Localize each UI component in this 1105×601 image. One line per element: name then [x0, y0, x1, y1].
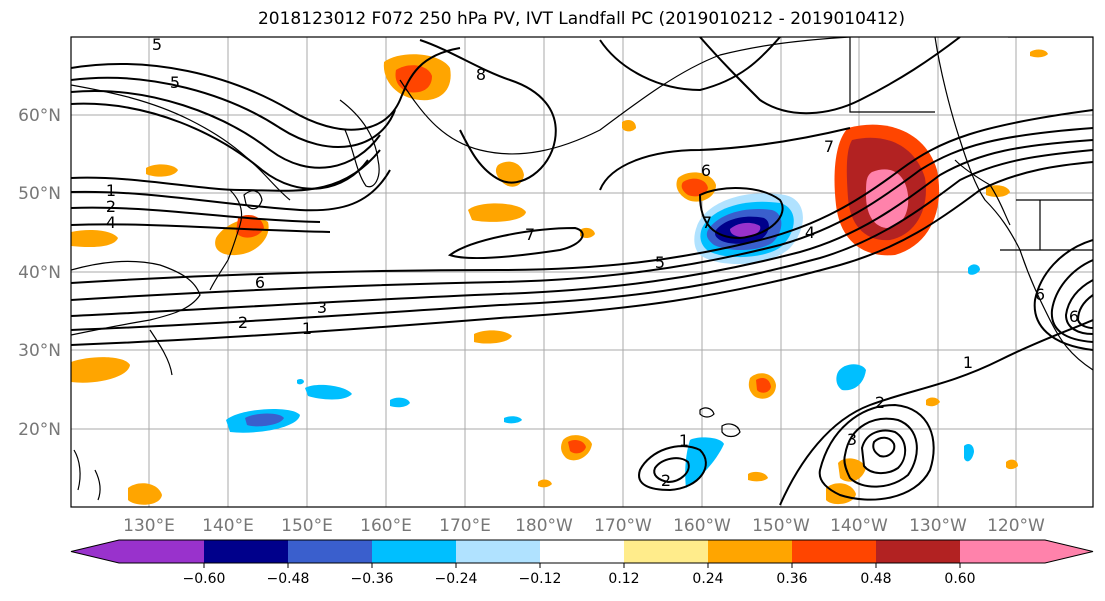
- contour-label: 6: [1035, 285, 1045, 304]
- contour-label: 1: [302, 319, 312, 338]
- contour-label: 6: [701, 161, 711, 180]
- lon-label: 180°W: [515, 516, 573, 536]
- lat-label: 30°N: [18, 341, 61, 361]
- colorbar-extend-low: [71, 540, 119, 563]
- lat-label: 40°N: [18, 263, 61, 283]
- map-border: [70, 36, 1094, 508]
- contour-label: 2: [106, 197, 116, 216]
- colorbar-segment: [624, 540, 708, 563]
- colorbar-segment: [372, 540, 456, 563]
- colorbar-segment: [456, 540, 540, 563]
- lon-labels: 130°E 140°E 150°E 160°E 170°E 180°W 170°…: [123, 516, 1045, 536]
- lat-label: 50°N: [18, 184, 61, 204]
- colorbar-segment: [960, 540, 1045, 563]
- contour-label: 1: [963, 353, 973, 372]
- contour-label: 2: [238, 313, 248, 332]
- coastlines: [71, 37, 1093, 501]
- lon-label: 160°W: [673, 516, 731, 536]
- pv-shading: [71, 49, 1048, 505]
- colorbar-tick-label: −0.60: [183, 571, 226, 587]
- colorbar-extend-high: [1045, 540, 1093, 563]
- lat-label: 20°N: [18, 420, 61, 440]
- lon-label: 130°E: [123, 516, 175, 536]
- map-title: 2018123012 F072 250 hPa PV, IVT Landfall…: [257, 9, 905, 29]
- colorbar-tick-label: 0.24: [692, 571, 723, 587]
- colorbar-tick-label: 0.36: [776, 571, 807, 587]
- lon-label: 170°E: [439, 516, 491, 536]
- contour-label: 1: [679, 431, 689, 450]
- lat-label: 60°N: [18, 106, 61, 126]
- lon-label: 140°W: [830, 516, 888, 536]
- contour-label: 5: [655, 253, 665, 272]
- lat-labels: 60°N 50°N 40°N 30°N 20°N: [18, 106, 61, 440]
- colorbar-tick-label: −0.36: [351, 571, 394, 587]
- lon-label: 120°W: [987, 516, 1045, 536]
- contour-label: 7: [525, 225, 535, 244]
- colorbar-segment: [540, 540, 624, 563]
- colorbar-segment: [876, 540, 960, 563]
- lon-label: 150°W: [752, 516, 810, 536]
- colorbar-tick-label: −0.48: [267, 571, 310, 587]
- contour-label: 6: [1069, 307, 1079, 326]
- lon-label: 140°E: [202, 516, 254, 536]
- contour-label: 6: [255, 273, 265, 292]
- lon-label: 160°E: [360, 516, 412, 536]
- colorbar-tick-label: 0.48: [860, 571, 891, 587]
- colorbar-tick-label: −0.12: [519, 571, 562, 587]
- colorbar-tick-label: 0.12: [608, 571, 639, 587]
- colorbar-segment: [204, 540, 288, 563]
- contour-label: 4: [106, 213, 116, 232]
- colorbar: [70, 539, 1094, 564]
- contour-label: 3: [317, 298, 327, 317]
- colorbar-ticks: −0.60 −0.48 −0.36 −0.24 −0.12 0.12 0.24 0.36 0.4…: [183, 563, 976, 587]
- colorbar-segment: [288, 540, 372, 563]
- colorbar-segment: [708, 540, 792, 563]
- colorbar-tick-label: 0.60: [944, 571, 975, 587]
- lon-label: 130°W: [909, 516, 967, 536]
- colorbar-outline: [70, 539, 1094, 564]
- contour-label: 7: [702, 213, 712, 232]
- lon-label: 150°E: [281, 516, 333, 536]
- contour-label: 5: [152, 35, 162, 54]
- contour-label: 7: [824, 137, 834, 156]
- lon-label: 170°W: [594, 516, 652, 536]
- contour-labels: 5 5 8 7 7 6 6 7 1 2 4 6 3 2 1 5 4 1 2 3: [106, 35, 1079, 490]
- colorbar-segment: [119, 540, 204, 563]
- contour-label: 2: [875, 393, 885, 412]
- graticule: [71, 37, 1093, 507]
- ivt-contours: [71, 37, 1093, 506]
- colorbar-tick-label: −0.24: [435, 571, 478, 587]
- contour-label: 5: [170, 73, 180, 92]
- contour-label: 8: [476, 65, 486, 84]
- contour-label: 3: [847, 430, 857, 449]
- contour-label: 2: [661, 471, 671, 490]
- contour-label: 4: [805, 223, 815, 242]
- colorbar-segment: [792, 540, 876, 563]
- contour-label: 1: [106, 181, 116, 200]
